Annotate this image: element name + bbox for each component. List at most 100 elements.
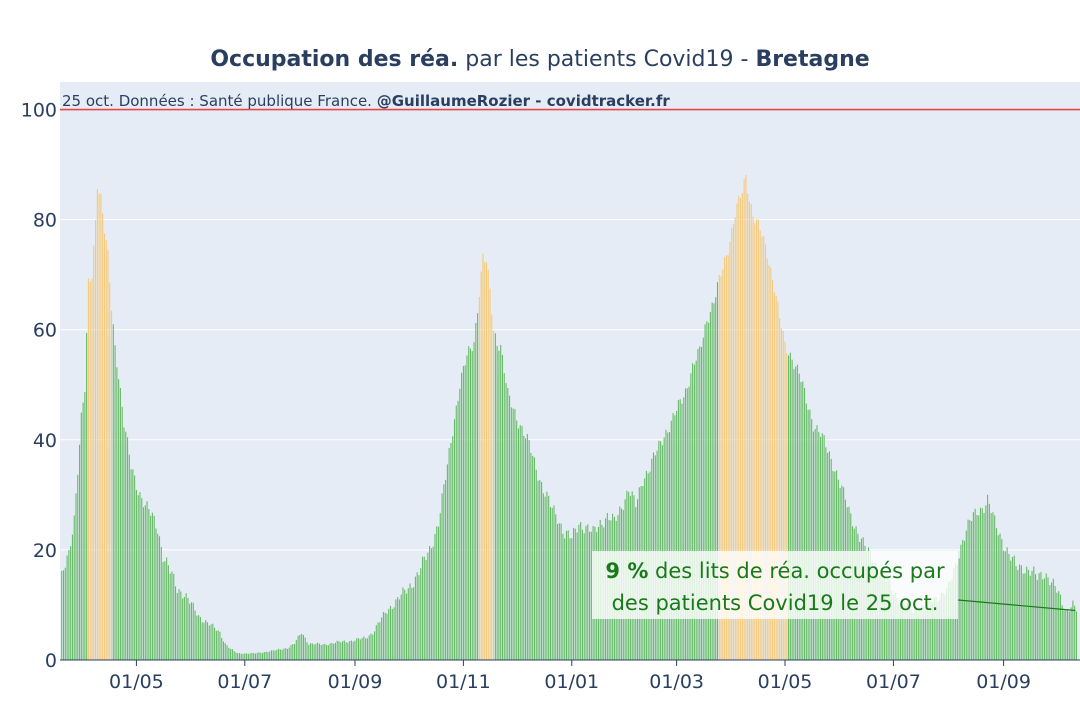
- bar: [142, 507, 145, 660]
- bar: [812, 431, 814, 660]
- bar: [569, 538, 571, 660]
- bar: [413, 587, 415, 660]
- bar: [203, 622, 205, 660]
- bar: [988, 503, 990, 660]
- bar-lockdown: [756, 219, 758, 660]
- bar: [821, 433, 823, 660]
- bar: [258, 652, 260, 660]
- bar: [190, 602, 193, 660]
- bar: [345, 642, 347, 660]
- bar: [66, 555, 68, 660]
- bar: [80, 412, 82, 660]
- bar: [546, 491, 548, 660]
- bar-lockdown: [780, 328, 783, 660]
- bar: [155, 528, 157, 660]
- bar: [434, 533, 436, 660]
- bar: [814, 429, 816, 660]
- bar: [987, 494, 989, 660]
- bar: [706, 321, 708, 660]
- bar: [667, 432, 669, 660]
- bar: [251, 652, 253, 660]
- bar: [549, 507, 551, 660]
- bar: [180, 591, 182, 660]
- bar: [896, 597, 898, 660]
- bar: [512, 408, 514, 660]
- y-tick-label: 80: [33, 210, 57, 232]
- bar: [372, 634, 374, 660]
- bar: [459, 388, 461, 660]
- bar-lockdown: [752, 216, 754, 660]
- bar: [917, 613, 919, 660]
- bar-lockdown: [96, 188, 98, 660]
- bar-lockdown: [100, 193, 102, 660]
- bar-lockdown: [729, 241, 731, 660]
- bar: [240, 653, 242, 660]
- bar: [695, 360, 697, 660]
- bar: [448, 448, 450, 660]
- bar: [1035, 574, 1037, 660]
- bar-lockdown: [741, 193, 743, 660]
- bar: [391, 608, 393, 660]
- reference-line-layer: [60, 108, 1080, 661]
- bar: [457, 400, 459, 660]
- bar: [942, 593, 944, 660]
- bar: [462, 365, 464, 660]
- source-regular-text: 25 oct. Données : Santé publique France.: [62, 92, 377, 110]
- bar: [498, 350, 500, 660]
- bar: [1038, 573, 1040, 660]
- bar: [1031, 570, 1033, 660]
- bar: [899, 602, 902, 660]
- bar: [551, 507, 553, 660]
- bar: [375, 625, 377, 660]
- bar: [279, 649, 281, 660]
- bar: [73, 515, 75, 660]
- bar: [555, 514, 557, 660]
- bar: [237, 653, 239, 660]
- bar: [219, 631, 221, 660]
- bar: [933, 597, 935, 660]
- bar-lockdown: [745, 174, 747, 660]
- bar: [430, 548, 432, 660]
- annotation-line-1: 9 % des lits de réa. occupés par: [605, 559, 945, 583]
- bar: [393, 607, 395, 660]
- bar: [461, 372, 463, 660]
- bar: [1056, 592, 1058, 660]
- bar: [144, 505, 146, 660]
- bar: [709, 312, 711, 660]
- bar: [281, 649, 283, 660]
- bar: [414, 576, 416, 660]
- source-annotation: 25 oct. Données : Santé publique France.…: [62, 92, 670, 110]
- bar: [167, 565, 169, 660]
- bar: [471, 351, 473, 660]
- bar-lockdown: [761, 236, 763, 660]
- bar: [208, 625, 210, 660]
- bar: [310, 643, 312, 660]
- bar: [565, 530, 567, 660]
- bar: [681, 403, 683, 660]
- bar: [541, 481, 543, 660]
- bar: [1042, 579, 1044, 660]
- bar: [381, 617, 383, 660]
- bar: [295, 640, 297, 660]
- bar: [324, 643, 326, 660]
- bar: [84, 392, 86, 660]
- bar: [363, 636, 365, 660]
- bar: [697, 348, 699, 660]
- bar: [809, 409, 811, 660]
- bar: [1074, 605, 1076, 660]
- bar: [274, 650, 276, 660]
- bar: [256, 652, 258, 660]
- bar: [971, 521, 973, 660]
- bar-lockdown: [732, 224, 735, 660]
- bar-lockdown: [775, 295, 777, 660]
- bar: [928, 598, 930, 660]
- bar: [418, 575, 420, 660]
- bar: [1011, 557, 1014, 660]
- bar: [1067, 609, 1069, 660]
- bar: [901, 598, 903, 660]
- bar: [445, 480, 447, 660]
- bar: [539, 480, 541, 660]
- bar: [400, 594, 402, 660]
- bar: [359, 639, 361, 660]
- bar: [892, 594, 894, 660]
